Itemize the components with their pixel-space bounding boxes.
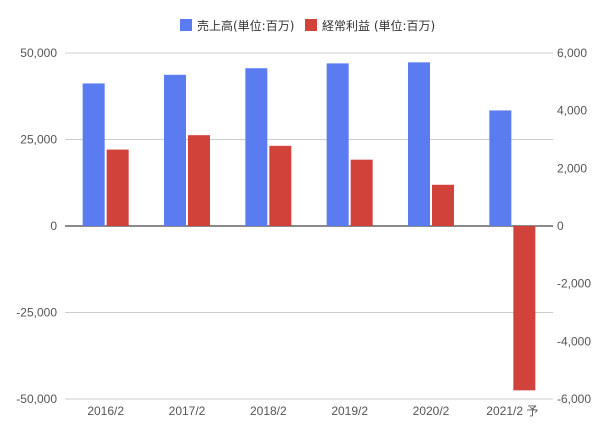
y-right-tick-label: -2,000 — [557, 277, 591, 291]
bar-sales — [82, 83, 105, 226]
x-tick-label: 2020/2 — [413, 404, 450, 418]
y-left-tick-label: -25,000 — [16, 306, 57, 320]
bar-sales — [164, 74, 186, 226]
legend-label-sales: 売上高(単位:百万) — [197, 18, 294, 33]
bar-ordinary-profit — [350, 159, 373, 226]
x-tick-label: 2017/2 — [169, 404, 206, 418]
grid-lines — [65, 52, 553, 400]
y-right-tick-label: -4,000 — [557, 334, 591, 348]
bars — [82, 62, 536, 391]
bar-ordinary-profit — [269, 145, 292, 226]
x-tick-label: 2021/2 予 — [486, 404, 538, 418]
y-right-tick-label: -6,000 — [557, 392, 591, 406]
y-left-tick-label: 50,000 — [20, 46, 57, 60]
bar-ordinary-profit — [106, 149, 129, 226]
bar-sales — [408, 62, 430, 227]
legend-swatch-ordinary-profit — [305, 19, 317, 31]
y-right-tick-label: 6,000 — [557, 46, 587, 60]
y-left-tick-label: 25,000 — [20, 133, 57, 147]
axes: 50,000 25,000 0 -25,000 -50,000 6,000 4,000 2,0… — [16, 46, 591, 418]
y-left-tick-label: 0 — [50, 219, 57, 233]
legend-label-ordinary-profit: 経常利益 (単位:百万) — [322, 18, 435, 33]
y-right-tick-label: 4,000 — [557, 104, 587, 118]
legend: 売上高(単位:百万) 経常利益 (単位:百万) — [180, 18, 435, 33]
x-tick-label: 2018/2 — [250, 404, 287, 418]
x-tick-label: 2019/2 — [331, 404, 368, 418]
bar-ordinary-profit — [513, 226, 536, 391]
bar-ordinary-profit — [188, 135, 210, 226]
bar-ordinary-profit — [432, 184, 454, 226]
x-tick-label: 2016/2 — [87, 404, 124, 418]
bar-sales — [326, 63, 349, 226]
legend-swatch-sales — [180, 19, 192, 31]
bar-sales — [245, 68, 268, 226]
bar-sales — [489, 110, 512, 226]
y-left-tick-label: -50,000 — [16, 392, 57, 406]
y-right-tick-label: 2,000 — [557, 161, 587, 175]
y-right-tick-label: 0 — [557, 219, 564, 233]
